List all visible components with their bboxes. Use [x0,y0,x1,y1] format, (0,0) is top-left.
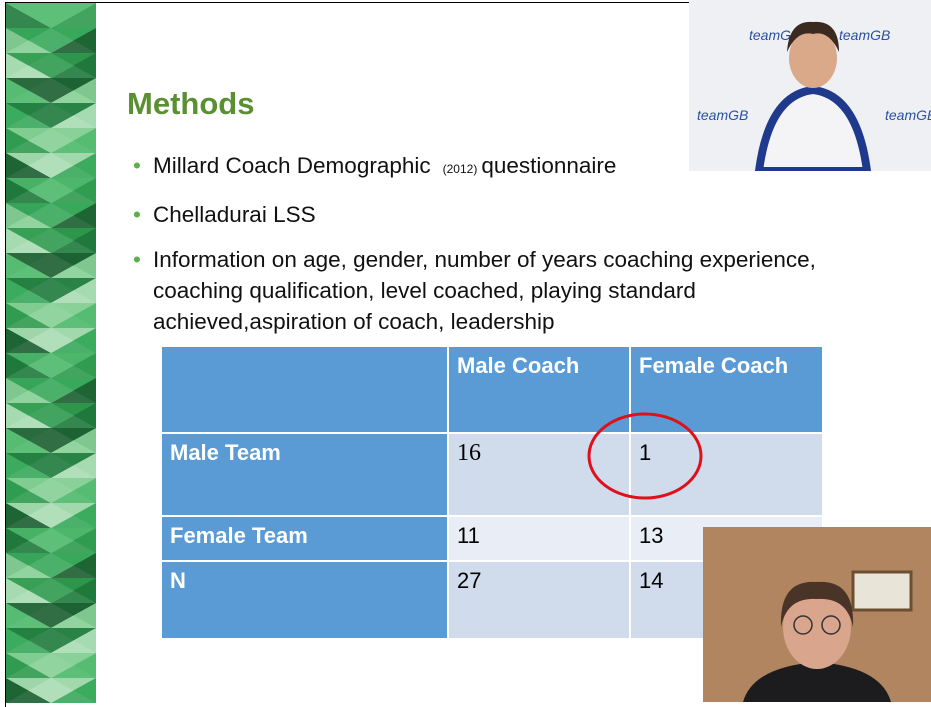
bullet: Information on age, gender, number of ye… [133,244,833,337]
video-feed [703,527,931,702]
page: Methods Millard Coach Demographic (2012)q… [0,0,931,702]
highlight-circle [585,410,705,502]
slide: Methods Millard Coach Demographic (2012)q… [0,0,931,702]
cell: 11 [448,516,630,561]
slide-title: Methods [127,86,254,122]
bullet-text: Millard Coach Demographic [153,153,431,178]
cell: 27 [448,561,630,639]
table-corner [161,346,448,433]
row-header: Male Team [161,433,448,516]
bullet-note: (2012) [443,162,478,176]
svg-text:teamGB: teamGB [885,107,931,123]
bullet-text: Information on age, gender, number of ye… [153,247,816,334]
decorative-strip [6,3,96,703]
photo: teamGB teamGB teamGB teamGB [689,0,931,171]
row-header: N [161,561,448,639]
bullet-text: Chelladurai LSS [153,202,316,227]
row-header: Female Team [161,516,448,561]
bullet-text: questionnaire [481,153,616,178]
svg-text:teamGB: teamGB [697,107,748,123]
bullet-list: Millard Coach Demographic (2012)questionn… [133,150,833,351]
svg-text:teamGB: teamGB [839,27,890,43]
bullet: Chelladurai LSS [133,199,833,230]
